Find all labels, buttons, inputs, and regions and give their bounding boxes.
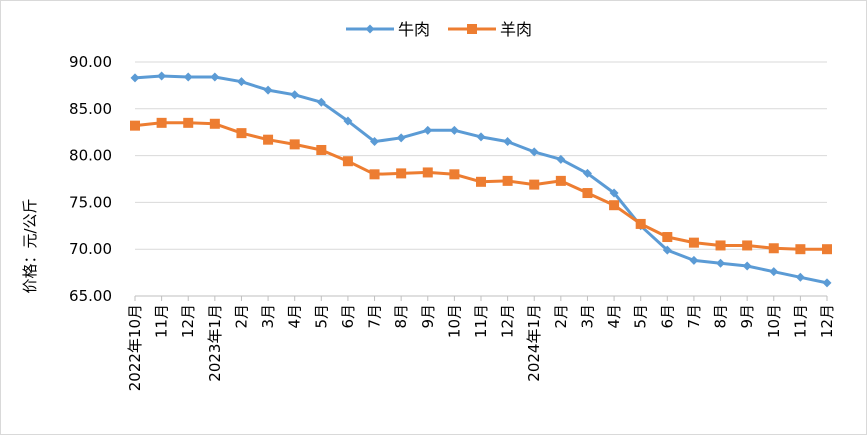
data-point [742,240,753,251]
y-axis-label: 价格：元/公斤 [21,198,39,293]
data-point [822,244,832,255]
data-point [369,169,380,180]
x-tick-label: 11月 [153,304,171,338]
x-tick-label: 2023年1月 [206,304,224,382]
x-tick-label: 8月 [712,304,730,329]
data-point [582,168,592,178]
x-tick-label: 2月 [232,304,250,329]
legend-label: 羊肉 [500,20,532,39]
x-tick-label: 8月 [392,304,410,329]
y-tick-label: 65.00 [69,287,112,305]
data-point [662,232,673,243]
data-point [503,137,513,147]
data-point [822,278,832,288]
data-point [476,132,486,142]
x-tick-label: 9月 [419,304,437,329]
x-tick-label: 11月 [472,304,490,338]
data-point [795,272,805,282]
data-point [769,267,779,277]
data-point [396,133,406,143]
data-point [316,97,326,107]
data-point [715,240,726,251]
data-point [342,156,353,167]
data-point [289,139,300,150]
x-tick-label: 5月 [632,304,650,329]
data-point [156,117,167,128]
data-point [343,116,353,126]
x-tick-label: 6月 [339,304,357,329]
x-tick-label: 12月 [179,304,197,338]
data-point [130,120,140,131]
x-tick-label: 2月 [552,304,570,329]
data-point [316,144,327,155]
data-point [795,244,806,255]
data-point [609,200,620,211]
data-point [582,188,593,199]
data-point [689,255,699,265]
data-point [183,117,194,128]
data-point [263,85,273,95]
data-point [209,118,220,129]
x-tick-label: 3月 [259,304,277,329]
data-point [768,243,779,254]
x-tick-label: 11月 [791,304,809,338]
x-axis: 2022年10月 11月 12月 2023年1月 2月 3月 4月 5月 6月 7月 8月 9月 10月… [126,295,836,391]
data-point [555,175,566,186]
x-tick-label: 12月 [818,304,836,338]
y-axis: 65.00 70.00 75.00 80.00 85.00 90.00 [69,53,112,305]
data-point [157,71,167,81]
x-tick-label: 9月 [738,304,756,329]
data-point [422,167,433,178]
data-point [662,245,672,255]
data-point [290,90,300,100]
legend-marker [365,24,375,34]
data-point [529,179,540,190]
x-tick-label: 5月 [312,304,330,329]
data-point [183,72,193,82]
data-point [449,125,459,135]
data-point [502,175,513,186]
legend: 牛肉 羊肉 [346,20,532,39]
series-group [130,71,832,288]
x-tick-label: 3月 [578,304,596,329]
data-point [210,72,220,82]
y-tick-label: 70.00 [69,240,112,258]
y-tick-label: 85.00 [69,100,112,118]
x-tick-label: 10月 [765,304,783,338]
y-tick-label: 75.00 [69,193,112,211]
data-point [263,134,274,145]
data-point [370,137,380,147]
data-point [236,128,247,139]
data-point [688,237,699,248]
data-point [556,154,566,164]
x-tick-label: 2024年1月 [525,304,543,382]
data-point [529,147,539,157]
legend-marker [467,24,477,34]
data-point [476,176,486,187]
x-tick-label: 7月 [685,304,703,329]
data-point [716,258,726,268]
x-tick-label: 10月 [445,304,463,338]
x-tick-label: 7月 [366,304,384,329]
data-point [396,168,407,179]
x-tick-label: 4月 [605,304,623,329]
data-point [423,125,433,135]
data-point [742,261,752,271]
x-tick-label: 12月 [499,304,517,338]
x-tick-label: 6月 [658,304,676,329]
data-point [609,188,619,198]
data-point [236,77,246,87]
data-point [130,73,140,83]
x-tick-label: 4月 [286,304,304,329]
x-tick-label: 2022年10月 [126,304,144,391]
y-tick-label: 80.00 [69,147,112,165]
data-point [635,218,646,229]
data-point [449,169,460,180]
legend-label: 牛肉 [398,20,430,39]
y-tick-label: 90.00 [69,53,112,71]
